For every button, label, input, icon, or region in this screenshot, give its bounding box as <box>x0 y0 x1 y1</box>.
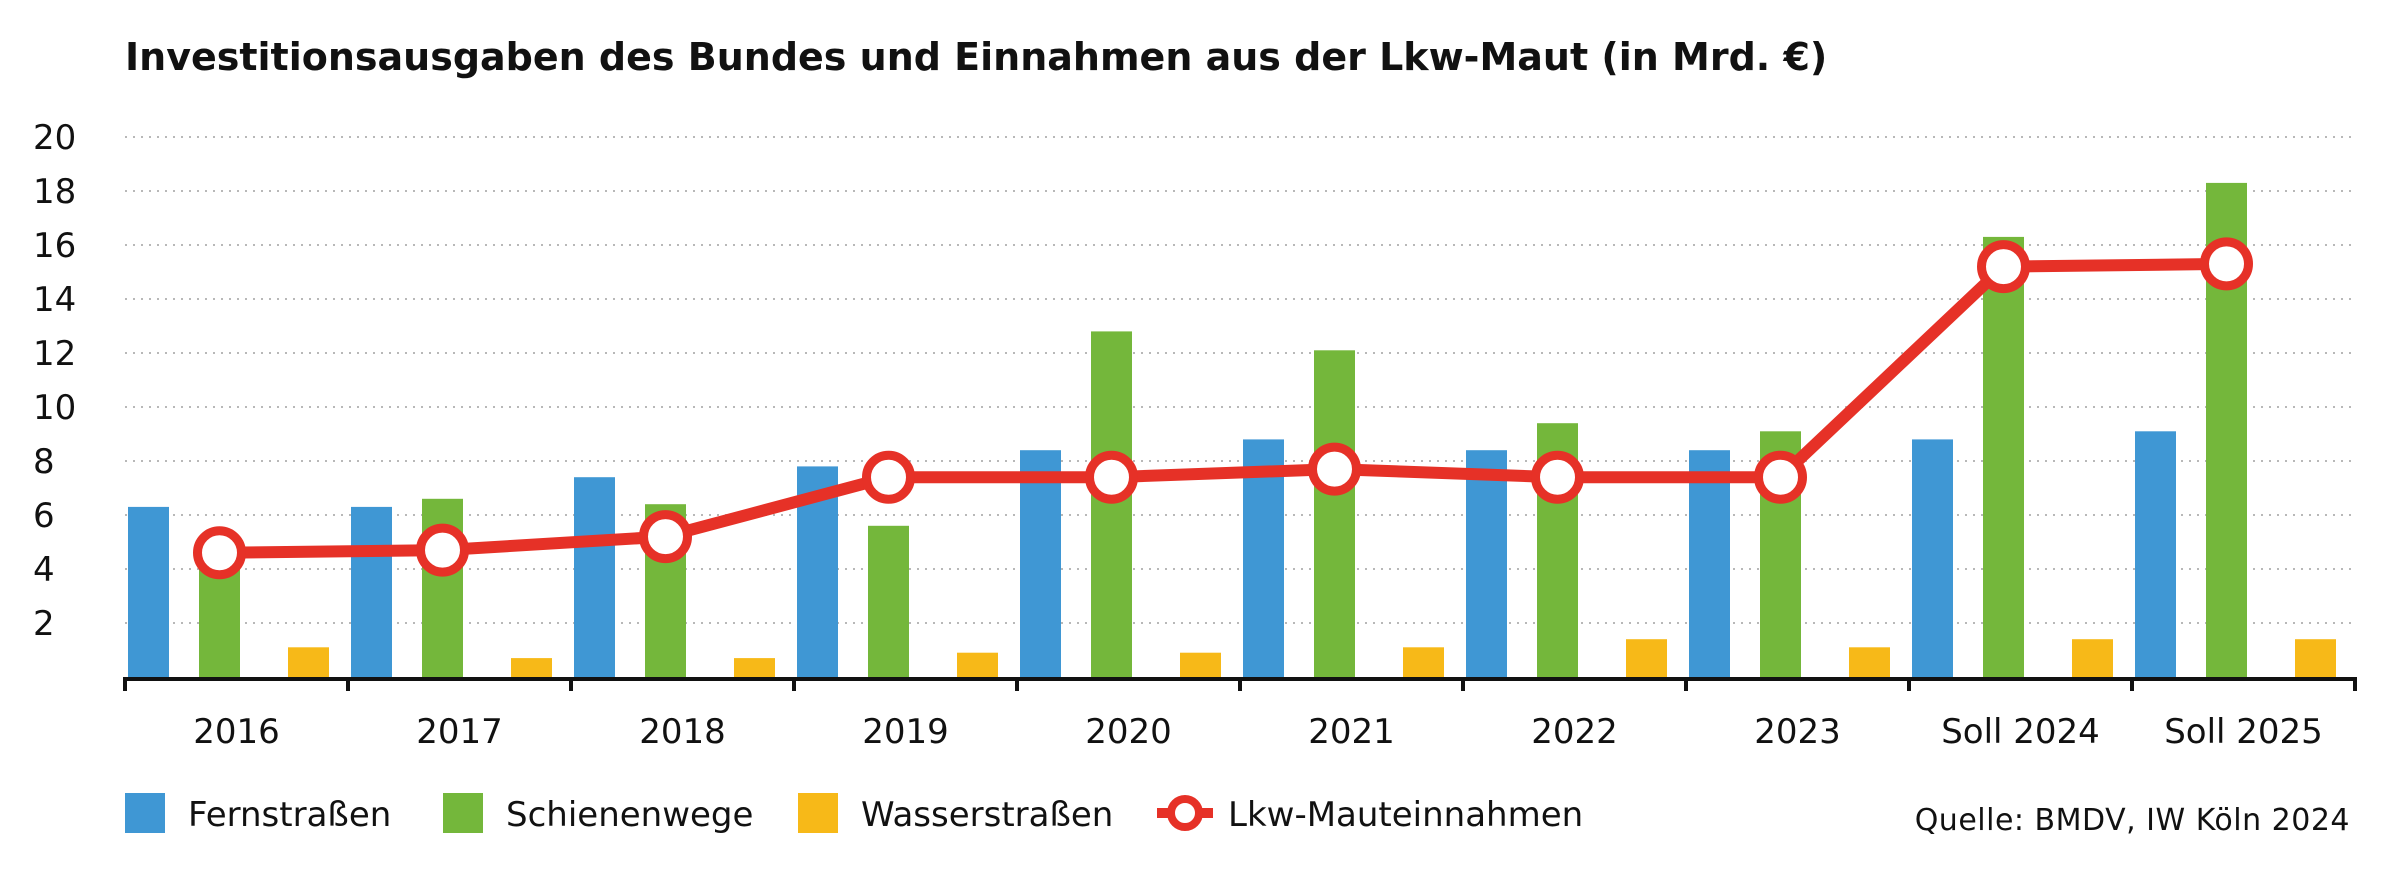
legend-swatch <box>798 793 838 833</box>
bar-wasserstraßen <box>511 658 552 677</box>
bar-wasserstraßen <box>734 658 775 677</box>
maut-point <box>2200 237 2253 291</box>
chart-title: Investitionsausgaben des Bundes und Einn… <box>125 35 1827 79</box>
legend-label: Wasserstraßen <box>861 795 1113 835</box>
bar-schienenwege <box>868 525 909 677</box>
bar-wasserstraßen <box>1403 647 1444 677</box>
bar-schienenwege <box>1091 331 1132 677</box>
bar-fernstraßen <box>1912 439 1953 677</box>
x-tick-label: 2019 <box>862 712 949 752</box>
bar-wasserstraßen <box>1849 647 1890 677</box>
bar-fernstraßen <box>1689 450 1730 677</box>
bar-fernstraßen <box>574 477 615 677</box>
maut-point <box>1308 442 1361 496</box>
y-tick-label: 2 <box>33 604 55 644</box>
bar-wasserstraßen <box>1626 639 1667 677</box>
bar-fernstraßen <box>2135 431 2176 677</box>
bar-fernstraßen <box>128 506 169 677</box>
x-axis <box>123 677 2357 691</box>
bar-wasserstraßen <box>2295 639 2336 677</box>
y-tick-label: 4 <box>33 550 55 590</box>
maut-point <box>639 510 692 564</box>
maut-point <box>1977 240 2030 294</box>
y-tick-label: 18 <box>33 172 76 212</box>
legend-label: Lkw-Mauteinnahmen <box>1228 795 1583 835</box>
maut-point <box>1085 450 1138 504</box>
legend-item: Lkw-Mauteinnahmen <box>1157 795 1583 835</box>
legend-item: Schienenwege <box>443 793 753 835</box>
x-tick-label: 2018 <box>639 712 726 752</box>
y-axis-ticks: 2 4 6 8 10 12 14 16 18 20 <box>33 118 76 644</box>
bar-wasserstraßen <box>957 652 998 677</box>
legend-marker <box>1167 795 1203 831</box>
x-tick-label: 2022 <box>1531 712 1618 752</box>
x-tick-label: Soll 2025 <box>2164 712 2323 752</box>
bar-fernstraßen <box>1020 450 1061 677</box>
maut-point <box>1531 450 1584 504</box>
y-tick-label: 16 <box>33 226 76 266</box>
x-axis-ticks: 2016 2017 2018 2019 2020 2021 2022 2023 Soll 202… <box>193 712 2323 752</box>
x-tick-label: 2021 <box>1308 712 1395 752</box>
y-tick-label: 10 <box>33 388 76 428</box>
legend-swatch <box>443 793 483 833</box>
legend-swatch <box>125 793 165 833</box>
legend-label: Fernstraßen <box>188 795 391 835</box>
x-tick-label: 2017 <box>416 712 503 752</box>
bar-fernstraßen <box>1243 439 1284 677</box>
x-tick-label: Soll 2024 <box>1941 712 2100 752</box>
legend-label: Schienenwege <box>506 795 753 835</box>
source-note: Quelle: BMDV, IW Köln 2024 <box>1915 803 2350 838</box>
y-tick-label: 6 <box>33 496 55 536</box>
y-tick-label: 14 <box>33 280 76 320</box>
y-tick-label: 8 <box>33 442 55 482</box>
y-tick-label: 12 <box>33 334 76 374</box>
bar-wasserstraßen <box>1180 652 1221 677</box>
bar-wasserstraßen <box>288 647 329 677</box>
maut-line-path <box>213 257 2233 559</box>
maut-point <box>416 523 469 577</box>
maut-line <box>193 237 2253 580</box>
y-tick-label: 20 <box>33 118 76 158</box>
x-tick-label: 2016 <box>193 712 280 752</box>
legend: Fernstraßen Schienenwege Wasserstraßen Lkw-… <box>125 793 1583 835</box>
bar-schienenwege <box>1314 350 1355 677</box>
bar-schienenwege <box>1983 236 2024 677</box>
x-tick-label: 2020 <box>1085 712 1172 752</box>
bar-fernstraßen <box>351 506 392 677</box>
legend-item: Wasserstraßen <box>798 793 1113 835</box>
bar-fernstraßen <box>1466 450 1507 677</box>
maut-point <box>862 450 915 504</box>
legend-item: Fernstraßen <box>125 793 391 835</box>
bars <box>128 182 2336 677</box>
x-tick-label: 2023 <box>1754 712 1841 752</box>
bar-wasserstraßen <box>2072 639 2113 677</box>
maut-point <box>193 526 246 580</box>
maut-point <box>1754 450 1807 504</box>
